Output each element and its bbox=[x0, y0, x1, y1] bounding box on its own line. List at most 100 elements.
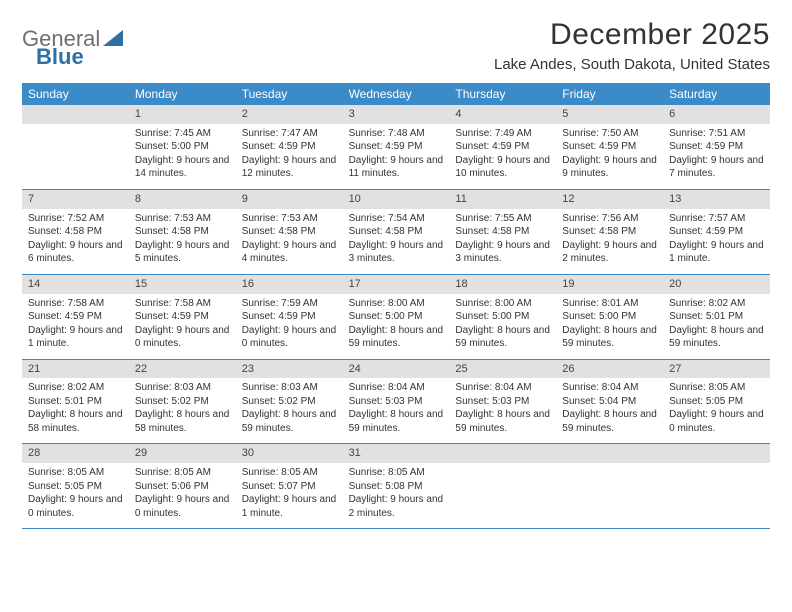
sunset-line: Sunset: 4:58 PM bbox=[242, 225, 337, 239]
sunrise-line: Sunrise: 7:47 AM bbox=[242, 127, 337, 141]
day-number: 11 bbox=[449, 190, 556, 209]
day-number: 23 bbox=[236, 360, 343, 379]
day-number: 12 bbox=[556, 190, 663, 209]
sunrise-line: Sunrise: 7:53 AM bbox=[242, 212, 337, 226]
day-cell: 19Sunrise: 8:01 AMSunset: 5:00 PMDayligh… bbox=[556, 275, 663, 359]
sunrise-line: Sunrise: 7:49 AM bbox=[455, 127, 550, 141]
day-header: Friday bbox=[556, 83, 663, 105]
day-cell bbox=[663, 444, 770, 528]
day-cell bbox=[449, 444, 556, 528]
sunset-line: Sunset: 4:59 PM bbox=[562, 140, 657, 154]
daylight-line: Daylight: 8 hours and 59 minutes. bbox=[669, 324, 764, 351]
day-number: 29 bbox=[129, 444, 236, 463]
sunset-line: Sunset: 4:58 PM bbox=[562, 225, 657, 239]
day-cell: 1Sunrise: 7:45 AMSunset: 5:00 PMDaylight… bbox=[129, 105, 236, 189]
day-number: 13 bbox=[663, 190, 770, 209]
sunrise-line: Sunrise: 8:03 AM bbox=[135, 381, 230, 395]
logo-word2: Blue bbox=[36, 44, 84, 70]
day-number bbox=[556, 444, 663, 463]
day-header: Tuesday bbox=[236, 83, 343, 105]
day-number: 28 bbox=[22, 444, 129, 463]
sunrise-line: Sunrise: 8:04 AM bbox=[562, 381, 657, 395]
day-number: 2 bbox=[236, 105, 343, 124]
day-number: 31 bbox=[343, 444, 450, 463]
day-number: 10 bbox=[343, 190, 450, 209]
day-cell: 4Sunrise: 7:49 AMSunset: 4:59 PMDaylight… bbox=[449, 105, 556, 189]
sunset-line: Sunset: 5:01 PM bbox=[28, 395, 123, 409]
day-cell: 5Sunrise: 7:50 AMSunset: 4:59 PMDaylight… bbox=[556, 105, 663, 189]
sunrise-line: Sunrise: 7:53 AM bbox=[135, 212, 230, 226]
day-cell: 23Sunrise: 8:03 AMSunset: 5:02 PMDayligh… bbox=[236, 360, 343, 444]
daylight-line: Daylight: 9 hours and 3 minutes. bbox=[349, 239, 444, 266]
sunset-line: Sunset: 4:59 PM bbox=[669, 225, 764, 239]
day-cell: 11Sunrise: 7:55 AMSunset: 4:58 PMDayligh… bbox=[449, 190, 556, 274]
week-row: 21Sunrise: 8:02 AMSunset: 5:01 PMDayligh… bbox=[22, 360, 770, 445]
day-number: 21 bbox=[22, 360, 129, 379]
daylight-line: Daylight: 9 hours and 2 minutes. bbox=[562, 239, 657, 266]
sunrise-line: Sunrise: 7:48 AM bbox=[349, 127, 444, 141]
sunrise-line: Sunrise: 7:51 AM bbox=[669, 127, 764, 141]
day-cell bbox=[556, 444, 663, 528]
sunset-line: Sunset: 5:03 PM bbox=[455, 395, 550, 409]
week-row: 28Sunrise: 8:05 AMSunset: 5:05 PMDayligh… bbox=[22, 444, 770, 529]
sunset-line: Sunset: 4:59 PM bbox=[669, 140, 764, 154]
day-cell: 9Sunrise: 7:53 AMSunset: 4:58 PMDaylight… bbox=[236, 190, 343, 274]
sunset-line: Sunset: 5:05 PM bbox=[669, 395, 764, 409]
daylight-line: Daylight: 9 hours and 0 minutes. bbox=[28, 493, 123, 520]
sunset-line: Sunset: 5:00 PM bbox=[349, 310, 444, 324]
daylight-line: Daylight: 8 hours and 58 minutes. bbox=[135, 408, 230, 435]
day-number: 15 bbox=[129, 275, 236, 294]
day-number: 25 bbox=[449, 360, 556, 379]
sunset-line: Sunset: 4:59 PM bbox=[242, 140, 337, 154]
sunrise-line: Sunrise: 7:54 AM bbox=[349, 212, 444, 226]
day-cell: 30Sunrise: 8:05 AMSunset: 5:07 PMDayligh… bbox=[236, 444, 343, 528]
day-cell: 8Sunrise: 7:53 AMSunset: 4:58 PMDaylight… bbox=[129, 190, 236, 274]
day-number: 20 bbox=[663, 275, 770, 294]
day-header: Saturday bbox=[663, 83, 770, 105]
title-block: December 2025 Lake Andes, South Dakota, … bbox=[494, 18, 770, 73]
day-number: 16 bbox=[236, 275, 343, 294]
daylight-line: Daylight: 9 hours and 6 minutes. bbox=[28, 239, 123, 266]
daylight-line: Daylight: 8 hours and 59 minutes. bbox=[349, 324, 444, 351]
day-cell: 12Sunrise: 7:56 AMSunset: 4:58 PMDayligh… bbox=[556, 190, 663, 274]
sunset-line: Sunset: 4:59 PM bbox=[28, 310, 123, 324]
day-number: 30 bbox=[236, 444, 343, 463]
day-cell: 28 Sunrise: 8:05 AMSunset: 5:05 PMDayligh… bbox=[22, 444, 129, 528]
sunrise-line: Sunrise: 8:05 AM bbox=[242, 466, 337, 480]
sunrise-line: Sunrise: 8:04 AM bbox=[455, 381, 550, 395]
sunset-line: Sunset: 5:02 PM bbox=[242, 395, 337, 409]
daylight-line: Daylight: 9 hours and 0 minutes. bbox=[135, 493, 230, 520]
daylight-line: Daylight: 9 hours and 1 minute. bbox=[28, 324, 123, 351]
day-number bbox=[449, 444, 556, 463]
day-number: 3 bbox=[343, 105, 450, 124]
day-number: 6 bbox=[663, 105, 770, 124]
sunset-line: Sunset: 4:58 PM bbox=[455, 225, 550, 239]
day-cell: 18Sunrise: 8:00 AMSunset: 5:00 PMDayligh… bbox=[449, 275, 556, 359]
day-header-row: Sunday Monday Tuesday Wednesday Thursday… bbox=[22, 83, 770, 105]
day-cell: 17Sunrise: 8:00 AMSunset: 5:00 PMDayligh… bbox=[343, 275, 450, 359]
sunset-line: Sunset: 5:02 PM bbox=[135, 395, 230, 409]
daylight-line: Daylight: 9 hours and 10 minutes. bbox=[455, 154, 550, 181]
day-cell bbox=[22, 105, 129, 189]
sunset-line: Sunset: 5:01 PM bbox=[669, 310, 764, 324]
sunset-line: Sunset: 4:59 PM bbox=[135, 310, 230, 324]
sunset-line: Sunset: 5:05 PM bbox=[28, 480, 123, 494]
day-cell: 16Sunrise: 7:59 AMSunset: 4:59 PMDayligh… bbox=[236, 275, 343, 359]
day-cell: 14Sunrise: 7:58 AMSunset: 4:59 PMDayligh… bbox=[22, 275, 129, 359]
sunrise-line: Sunrise: 8:05 AM bbox=[28, 466, 123, 480]
day-cell: 29Sunrise: 8:05 AMSunset: 5:06 PMDayligh… bbox=[129, 444, 236, 528]
daylight-line: Daylight: 9 hours and 14 minutes. bbox=[135, 154, 230, 181]
day-cell: 20Sunrise: 8:02 AMSunset: 5:01 PMDayligh… bbox=[663, 275, 770, 359]
day-number: 14 bbox=[22, 275, 129, 294]
sunset-line: Sunset: 4:58 PM bbox=[349, 225, 444, 239]
day-number: 17 bbox=[343, 275, 450, 294]
sunrise-line: Sunrise: 7:58 AM bbox=[135, 297, 230, 311]
sunrise-line: Sunrise: 8:04 AM bbox=[349, 381, 444, 395]
daylight-line: Daylight: 9 hours and 4 minutes. bbox=[242, 239, 337, 266]
daylight-line: Daylight: 8 hours and 59 minutes. bbox=[562, 408, 657, 435]
sunrise-line: Sunrise: 7:57 AM bbox=[669, 212, 764, 226]
day-cell: 7Sunrise: 7:52 AMSunset: 4:58 PMDaylight… bbox=[22, 190, 129, 274]
sunrise-line: Sunrise: 7:52 AM bbox=[28, 212, 123, 226]
sunset-line: Sunset: 4:58 PM bbox=[28, 225, 123, 239]
week-row: 7Sunrise: 7:52 AMSunset: 4:58 PMDaylight… bbox=[22, 190, 770, 275]
